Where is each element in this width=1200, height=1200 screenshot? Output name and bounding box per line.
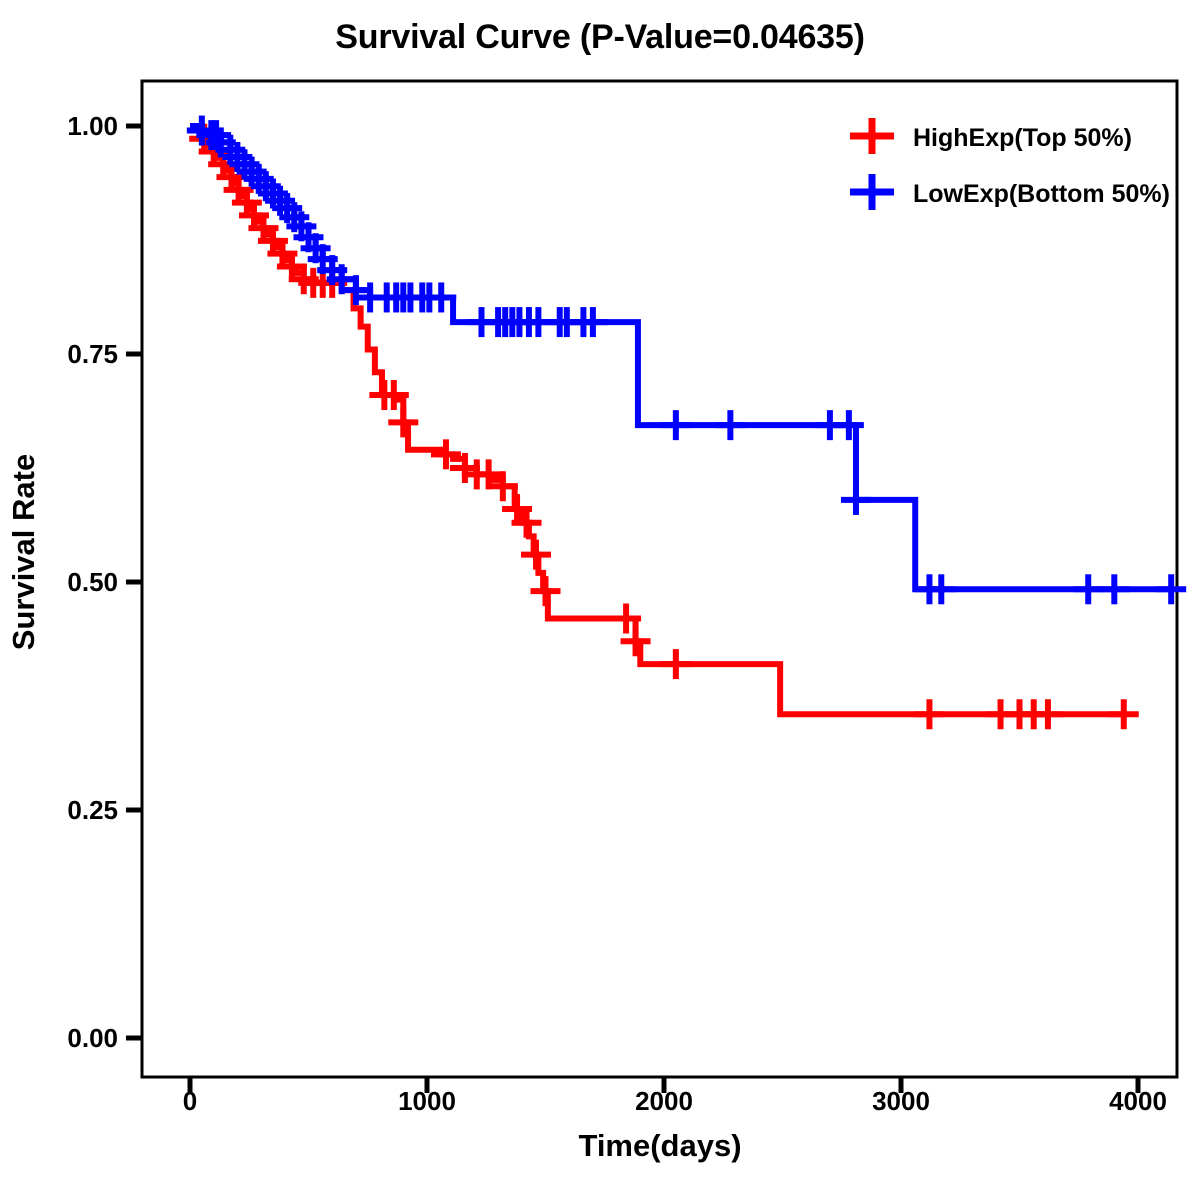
axis-ticks — [126, 123, 1141, 1093]
censor-mark — [430, 439, 461, 470]
censor-mark — [620, 626, 651, 657]
censor-mark — [1073, 574, 1104, 605]
censor-mark — [511, 507, 542, 538]
x-tick-label-4000: 4000 — [1109, 1086, 1167, 1116]
censor-mark — [265, 185, 296, 216]
censor-mark — [611, 603, 642, 634]
y-tick-label-025: 0.25 — [67, 795, 118, 825]
y-tick-label-075: 0.75 — [67, 339, 118, 369]
legend-label-high-exp: HighExp(Top 50%) — [913, 124, 1132, 152]
censor-mark — [660, 649, 691, 680]
x-tick-label-0: 0 — [182, 1086, 198, 1116]
plot-border — [140, 79, 1179, 1079]
censor-mark — [250, 171, 281, 202]
legend-marker-high-exp — [850, 118, 894, 154]
censor-mark — [1108, 699, 1139, 730]
page-title: Survival Curve (P-Value=0.04635) — [335, 18, 865, 56]
data-series-group — [186, 115, 1187, 730]
y-tick-label-000: 0.00 — [67, 1023, 118, 1053]
censor-mark — [926, 574, 957, 605]
survival-step-line — [190, 123, 1127, 718]
legend-label-low-exp: LowExp(Bottom 50%) — [913, 180, 1170, 208]
censor-mark — [487, 471, 518, 502]
censor-mark — [660, 410, 691, 441]
y-tick-label-100: 1.00 — [67, 111, 118, 141]
censor-mark — [426, 282, 457, 313]
censor-mark — [1099, 574, 1130, 605]
x-tick-label-3000: 3000 — [872, 1086, 930, 1116]
censor-mark — [840, 484, 871, 515]
x-axis-label: Time(days) — [578, 1128, 742, 1163]
x-tick-label-2000: 2000 — [635, 1086, 693, 1116]
censor-mark — [378, 380, 409, 411]
legend — [850, 118, 894, 210]
series-low-exp — [186, 115, 1187, 605]
censor-mark — [521, 539, 552, 570]
censor-mark — [914, 699, 945, 730]
censor-mark — [1032, 699, 1063, 730]
censor-mark — [1156, 574, 1187, 605]
x-tick-label-1000: 1000 — [398, 1086, 456, 1116]
legend-marker-low-exp — [850, 174, 894, 210]
y-tick-label-050: 0.50 — [67, 567, 118, 597]
censor-mark — [388, 407, 419, 438]
censor-mark — [530, 576, 561, 607]
censor-mark — [715, 410, 746, 441]
censor-mark — [257, 178, 288, 209]
censor-mark — [577, 307, 608, 338]
censor-mark — [833, 410, 864, 441]
